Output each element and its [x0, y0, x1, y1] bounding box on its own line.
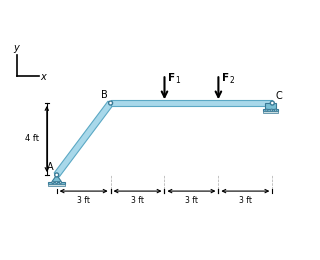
Text: B: B — [100, 90, 107, 100]
Polygon shape — [54, 101, 113, 177]
Text: 2: 2 — [229, 76, 234, 85]
Text: C: C — [276, 91, 282, 101]
Circle shape — [108, 101, 113, 105]
Text: F: F — [168, 73, 175, 83]
Circle shape — [274, 109, 276, 111]
Text: 3 ft: 3 ft — [185, 196, 198, 205]
Text: 3 ft: 3 ft — [239, 196, 252, 205]
Text: A: A — [47, 162, 54, 172]
Polygon shape — [49, 184, 65, 186]
Circle shape — [56, 182, 58, 184]
Text: 4 ft: 4 ft — [25, 134, 39, 144]
Text: 3 ft: 3 ft — [77, 196, 90, 205]
Polygon shape — [263, 111, 278, 113]
Circle shape — [270, 101, 274, 105]
Circle shape — [266, 109, 268, 111]
Text: 3 ft: 3 ft — [131, 196, 144, 205]
Polygon shape — [52, 175, 61, 182]
Polygon shape — [265, 103, 276, 109]
Polygon shape — [111, 100, 272, 106]
Polygon shape — [49, 182, 65, 184]
Circle shape — [271, 109, 273, 111]
Circle shape — [60, 182, 61, 184]
Circle shape — [52, 182, 54, 184]
Text: F: F — [222, 73, 229, 83]
Text: x: x — [41, 72, 46, 82]
Circle shape — [55, 173, 59, 177]
Text: 1: 1 — [175, 76, 180, 85]
Text: y: y — [13, 43, 19, 53]
Polygon shape — [263, 109, 278, 111]
